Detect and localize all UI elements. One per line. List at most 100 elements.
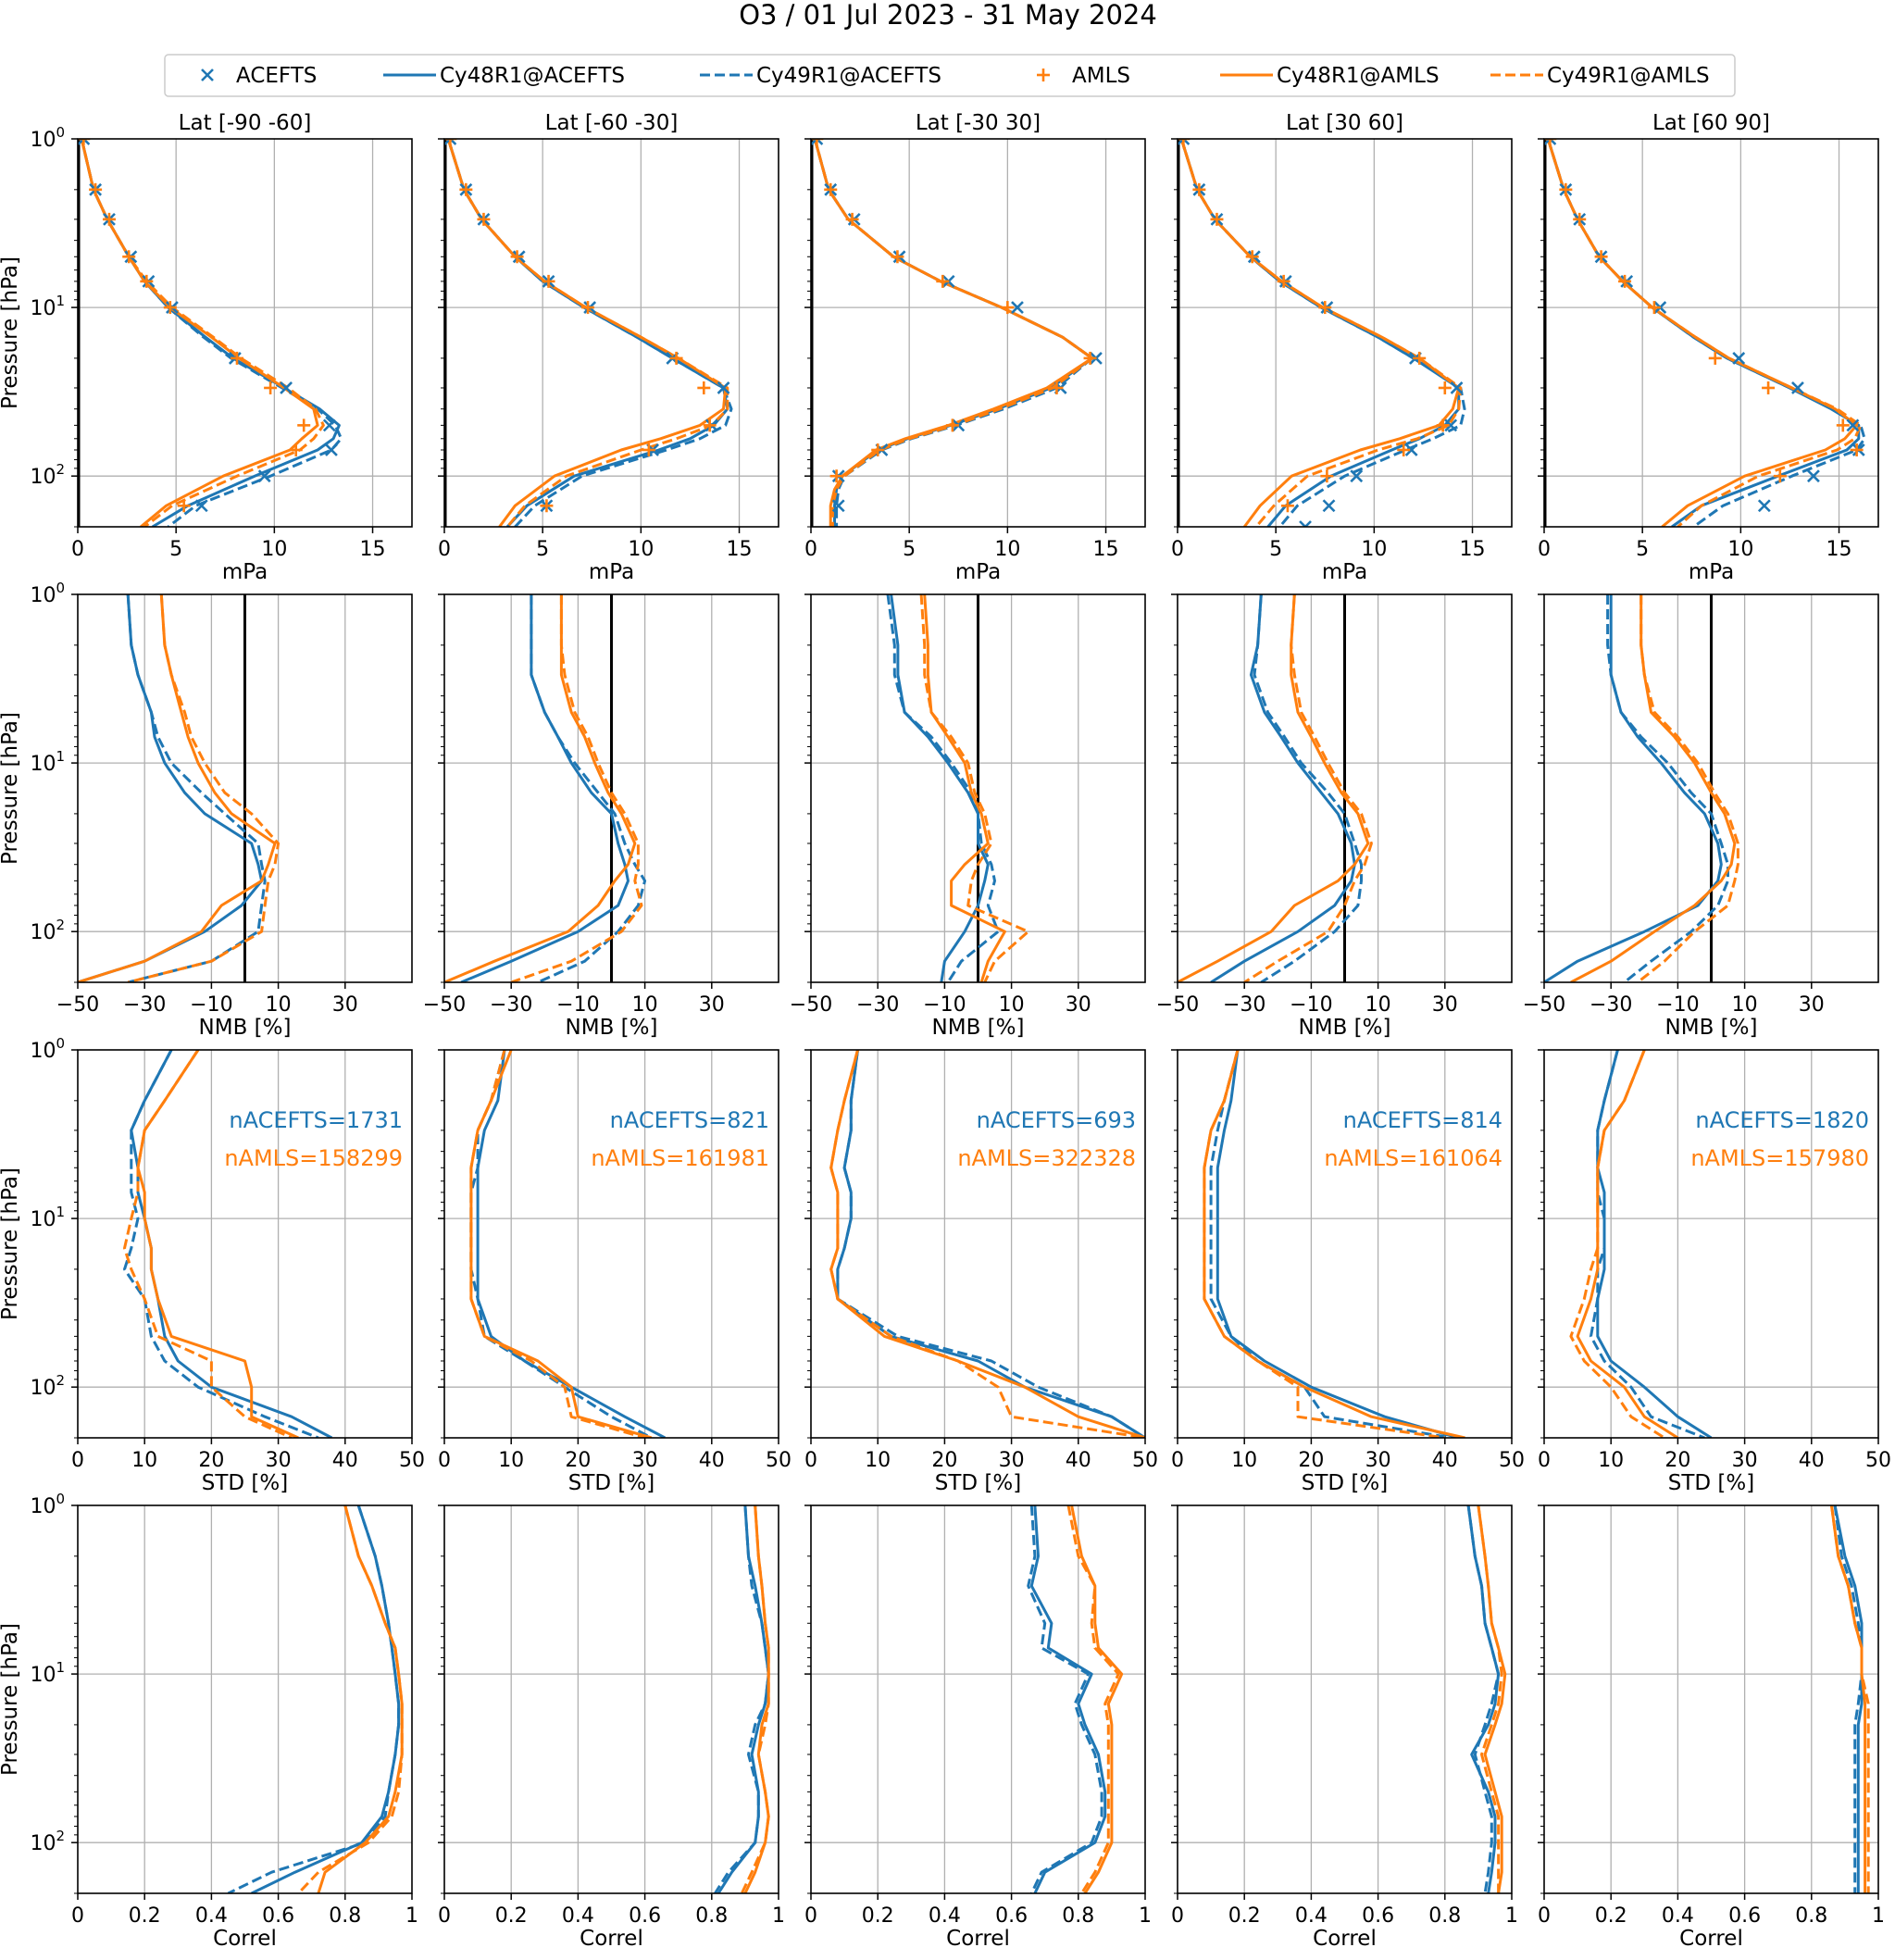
panel-title: Lat [-60 -30] bbox=[545, 111, 679, 135]
series-lines bbox=[1830, 1505, 1870, 1893]
x-axis-label: Correl bbox=[1679, 1927, 1743, 1951]
series-cy48r1-at-acefts bbox=[1029, 1505, 1107, 1893]
acefts-point bbox=[444, 139, 457, 145]
panel-concentration-2: 0 5 10 15 mPa Lat [-30 30] bbox=[804, 111, 1146, 584]
x-tick-label: 10 bbox=[994, 538, 1020, 561]
amls-point bbox=[1559, 182, 1573, 196]
axes-frame bbox=[810, 593, 1146, 983]
acefts-point bbox=[1404, 443, 1418, 456]
x-tick-label: −50 bbox=[423, 993, 466, 1017]
amls-point bbox=[264, 381, 278, 394]
series-cy49r1-at-acefts bbox=[1466, 1505, 1501, 1893]
series-cy49r1-at-amls bbox=[1477, 1505, 1503, 1893]
amls-point bbox=[1050, 381, 1064, 394]
count-amls: nAMLS=161064 bbox=[1324, 1145, 1502, 1171]
x-tick-label: 0 bbox=[71, 538, 84, 561]
x-tick-label: 0.6 bbox=[629, 1904, 661, 1928]
panel-correl-3: 0 0.2 0.4 0.6 0.8 1 Correl bbox=[1171, 1504, 1518, 1951]
gridlines bbox=[444, 1050, 779, 1438]
y-tick-label: 100 bbox=[30, 1491, 65, 1518]
x-tick-label: 10 bbox=[1727, 538, 1753, 561]
legend-label-0: ACEFTS bbox=[236, 64, 317, 88]
x-tick-label: −30 bbox=[856, 993, 899, 1017]
x-tick-label: 10 bbox=[266, 993, 292, 1017]
amls-point bbox=[140, 274, 154, 288]
figure-title: O3 / 01 Jul 2023 - 31 May 2024 bbox=[739, 0, 1157, 31]
acefts-point bbox=[1791, 381, 1804, 394]
x-axis-label: STD [%] bbox=[568, 1471, 655, 1495]
series-lines bbox=[1466, 1505, 1507, 1893]
axes-frame bbox=[443, 1049, 779, 1439]
x-tick-label: −30 bbox=[490, 993, 532, 1017]
panel-correl-0: 0 0.2 0.4 0.6 0.8 1 100 101 102 Correl Pressure [h… bbox=[0, 1491, 418, 1951]
x-tick-label: 50 bbox=[1499, 1449, 1525, 1472]
x-axis-label: Correl bbox=[946, 1927, 1010, 1951]
x-axis-label: mPa bbox=[955, 560, 1001, 584]
panel-std-1: 0 10 20 30 40 50 STD [%] nACEFTS=821 nAMLS=16198… bbox=[438, 1049, 792, 1495]
y-axis-label: Pressure [hPa] bbox=[0, 712, 22, 865]
gridlines bbox=[78, 1505, 412, 1893]
amls-point bbox=[1178, 139, 1191, 145]
count-amls: nAMLS=161981 bbox=[591, 1145, 769, 1171]
series-cy49r1-at-acefts bbox=[126, 594, 267, 982]
x-tick-label: 30 bbox=[1432, 993, 1458, 1017]
y-tick-label: 102 bbox=[30, 1828, 65, 1855]
acefts-point bbox=[811, 139, 824, 145]
amls-point bbox=[845, 212, 859, 226]
legend-label-4: Cy48R1@AMLS bbox=[1277, 64, 1440, 88]
amls-point bbox=[1618, 274, 1632, 288]
x-tick-label: 50 bbox=[1865, 1449, 1891, 1472]
gridlines bbox=[1178, 139, 1512, 527]
y-tick-label: 101 bbox=[30, 1204, 65, 1231]
x-tick-label: 0 bbox=[804, 1449, 817, 1472]
amls-point bbox=[78, 139, 91, 145]
x-axis-label: NMB [%] bbox=[566, 1016, 658, 1040]
x-tick-label: −30 bbox=[123, 993, 166, 1017]
axes-frame bbox=[1543, 1049, 1879, 1439]
acefts-point bbox=[1544, 139, 1557, 145]
series-cy49r1-at-amls bbox=[123, 1050, 293, 1438]
acefts-point bbox=[1757, 499, 1771, 513]
amls-point bbox=[945, 418, 959, 432]
panel-nmb-2: −50 −30 −10 10 30 NMB [%] bbox=[790, 593, 1146, 1040]
axes-frame bbox=[1543, 1504, 1879, 1894]
x-tick-label: 30 bbox=[266, 1449, 292, 1472]
x-tick-label: 0 bbox=[438, 1904, 451, 1928]
amls-point bbox=[891, 250, 904, 264]
x-tick-label: −50 bbox=[1523, 993, 1565, 1017]
x-tick-label: 0.2 bbox=[1228, 1904, 1261, 1928]
amls-point bbox=[1762, 381, 1776, 394]
panel-std-3: 0 10 20 30 40 50 STD [%] nACEFTS=814 nAMLS=16106… bbox=[1171, 1049, 1525, 1495]
x-tick-label: 1 bbox=[1505, 1904, 1518, 1928]
x-tick-label: 0.2 bbox=[862, 1904, 894, 1928]
gridlines bbox=[444, 1505, 779, 1893]
acefts-point bbox=[322, 418, 336, 432]
x-tick-label: 30 bbox=[999, 1449, 1025, 1472]
panel-concentration-0: 0 5 10 15 100 101 102 mPa Pressure [hPa] Lat [-90… bbox=[0, 111, 413, 584]
x-tick-label: 0.2 bbox=[129, 1904, 161, 1928]
series-cy49r1-at-amls bbox=[297, 1505, 404, 1893]
series-cy49r1-at-amls bbox=[80, 139, 325, 527]
series-cy49r1-at-acefts bbox=[530, 594, 647, 982]
gridlines bbox=[1544, 139, 1878, 527]
x-tick-label: 0.6 bbox=[1362, 1904, 1394, 1928]
y-axis-label: Pressure [hPa] bbox=[0, 1167, 22, 1320]
amls-point bbox=[669, 351, 683, 365]
amls-point bbox=[177, 499, 191, 513]
series-cy48r1-at-acefts bbox=[717, 1505, 770, 1893]
x-tick-label: 5 bbox=[536, 538, 549, 561]
axes-frame bbox=[1543, 138, 1879, 528]
amls-point bbox=[1413, 351, 1427, 365]
amls-point bbox=[829, 469, 843, 483]
x-tick-label: 1 bbox=[772, 1904, 785, 1928]
series-cy48r1-at-acefts bbox=[460, 594, 630, 982]
x-tick-label: −10 bbox=[190, 993, 232, 1017]
x-tick-label: 0 bbox=[1538, 1449, 1551, 1472]
panel-concentration-1: 0 5 10 15 mPa Lat [-60 -30] bbox=[438, 111, 779, 584]
series-cy49r1-at-amls bbox=[127, 594, 281, 982]
amls-point bbox=[1192, 182, 1206, 196]
legend-marker-acefts bbox=[201, 69, 214, 81]
x-tick-label: 0 bbox=[1538, 538, 1551, 561]
series-lines bbox=[1569, 1050, 1713, 1438]
x-tick-label: 20 bbox=[931, 1449, 957, 1472]
